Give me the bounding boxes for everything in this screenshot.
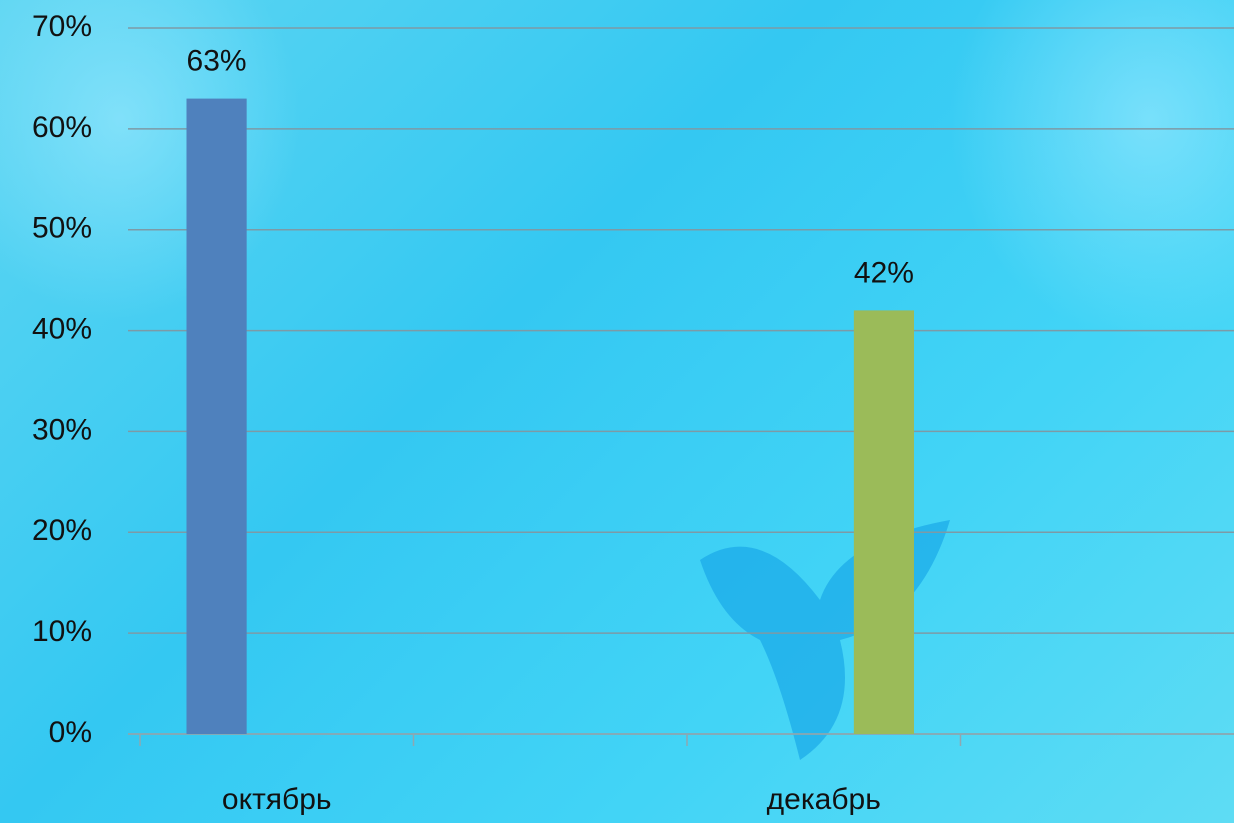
y-tick-label: 30%: [32, 413, 92, 446]
y-tick-label: 60%: [32, 111, 92, 144]
x-tick-label: декабрь: [767, 783, 881, 816]
y-tick-label: 10%: [32, 615, 92, 648]
data-label: 63%: [187, 45, 247, 78]
bar: [186, 99, 246, 734]
background-glow: [0, 0, 300, 320]
x-tick-label: октябрь: [222, 783, 332, 816]
chart: 0% 10% 20% 30% 40% 50% 60% 70% октябрь декабрь 63%…: [0, 0, 1234, 823]
y-tick-label: 70%: [32, 10, 92, 43]
bar: [854, 310, 914, 734]
y-tick-label: 20%: [32, 514, 92, 547]
background-glow: [950, 0, 1234, 340]
y-tick-label: 40%: [32, 312, 92, 345]
data-label: 42%: [854, 256, 914, 289]
y-tick-label: 50%: [32, 212, 92, 245]
y-tick-label: 0%: [49, 716, 92, 749]
